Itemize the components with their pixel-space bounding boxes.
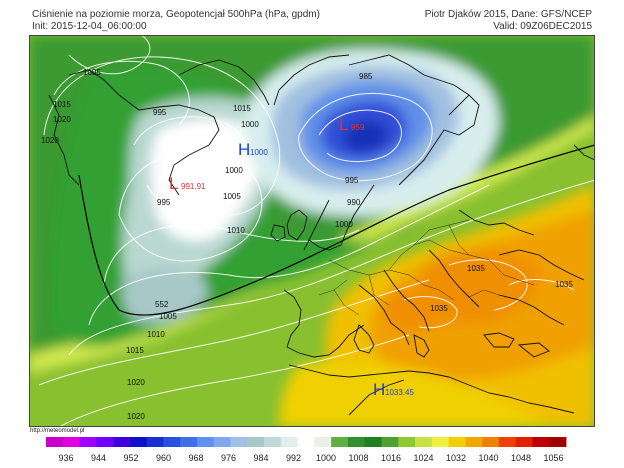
geopotential-552-line: [78, 144, 595, 316]
pressure-center-value: 991.91: [181, 182, 206, 191]
legend-swatch: [549, 437, 567, 447]
legend-tick-label: 960: [156, 453, 171, 463]
init-time: Init: 2015-12-04_06:00:00: [32, 21, 147, 32]
legend-tick-label: 1024: [413, 453, 433, 463]
isobar-label: 1015: [233, 104, 251, 113]
legend-swatch: [264, 437, 282, 447]
legend-tick-label: 1000: [316, 453, 336, 463]
source-url: http://meteomodel.pl: [30, 428, 85, 434]
legend-swatch: [381, 437, 399, 447]
legend-swatch: [482, 437, 500, 447]
isobar-label: 995: [157, 198, 171, 207]
legend-swatch: [62, 437, 80, 447]
legend-swatch: [113, 437, 131, 447]
isobar-label: 1010: [147, 330, 165, 339]
isobar-label: 1000: [225, 166, 243, 175]
isobar-label: 1035: [555, 280, 573, 289]
isobar-label: 1035: [467, 264, 485, 273]
legend-swatch: [431, 437, 449, 447]
legend-tick-label: 1008: [348, 453, 368, 463]
legend-tick-label: 944: [91, 453, 106, 463]
valid-time: Valid: 09Z06DEC2015: [493, 21, 592, 32]
isobar-label: 990: [347, 198, 361, 207]
legend-swatch: [280, 437, 299, 447]
isobars: [38, 35, 595, 427]
high-pressure-center: H 1000: [238, 140, 268, 159]
legend-tick-label: 952: [123, 453, 138, 463]
pressure-map: 1005 1015 1020 1020 995 1015 1000 1000 995 1005 10…: [29, 35, 595, 427]
isobar-label: 995: [345, 176, 359, 185]
legend-swatch: [532, 437, 550, 447]
legend-swatch: [180, 437, 198, 447]
isobar-label: 1010: [227, 226, 245, 235]
isobar-label: 1000: [335, 220, 353, 229]
pressure-center-letter: L: [339, 115, 348, 134]
low-pressure-center: L 959: [339, 115, 365, 134]
legend-swatch: [415, 437, 433, 447]
map-title: Ciśnienie na poziomie morza, Geopotencja…: [32, 9, 320, 20]
isobar-label: 552: [155, 300, 169, 309]
isobar-label: 1015: [126, 346, 144, 355]
legend-swatch: [196, 437, 215, 447]
legend-tick-label: 968: [188, 453, 203, 463]
legend-swatch: [96, 437, 114, 447]
legend-swatch: [498, 437, 517, 447]
legend-swatch: [331, 437, 349, 447]
pressure-center-letter: L: [169, 174, 178, 193]
isobar-label: 995: [153, 108, 167, 117]
low-pressure-center: L 991.91: [169, 174, 206, 193]
legend-swatch: [230, 437, 248, 447]
isobar-label-layer: 1005 1015 1020 1020 995 1015 1000 1000 995 1005 10…: [41, 68, 573, 421]
legend-tick-label: 976: [221, 453, 236, 463]
author-credit: Piotr Djaków 2015, Dane: GFS/NCEP: [424, 9, 592, 20]
isobar-label: 1020: [41, 136, 59, 145]
isobar-label: 1005: [83, 68, 101, 77]
pressure-center-value: 1033.45: [385, 388, 414, 397]
legend-swatch: [515, 437, 533, 447]
isobar-label: 1020: [127, 378, 145, 387]
legend-tick-label: 992: [286, 453, 301, 463]
isobar-label: 1035: [430, 304, 448, 313]
pressure-center-value: 1000: [250, 148, 268, 157]
legend-swatch: [314, 437, 332, 447]
legend-tick-label: 1040: [478, 453, 498, 463]
legend-tick-label: 1048: [511, 453, 531, 463]
legend-swatch: [347, 437, 366, 447]
legend-swatch: [46, 437, 64, 447]
legend-swatch: [465, 437, 483, 447]
legend-swatch: [364, 437, 382, 447]
coastlines: [48, 54, 595, 416]
legend-tick-label: 1016: [381, 453, 401, 463]
pressure-center-letter: H: [373, 380, 385, 399]
legend-swatch: [163, 437, 181, 447]
pressure-field: [29, 35, 595, 427]
legend-swatch: [398, 437, 416, 447]
legend-tick-label: 984: [253, 453, 268, 463]
isobar-label: 1005: [223, 192, 241, 201]
isobar-label: 1000: [241, 120, 259, 129]
legend-swatch: [146, 437, 164, 447]
legend-tick-label: 1056: [543, 453, 563, 463]
legend-tick-label: 936: [58, 453, 73, 463]
isobar-label: 985: [359, 72, 373, 81]
pressure-center-letter: H: [238, 140, 250, 159]
legend-swatch: [213, 437, 231, 447]
legend-swatch: [297, 437, 315, 447]
legend-swatch: [129, 437, 148, 447]
legend-swatch: [448, 437, 466, 447]
legend-swatch: [247, 437, 265, 447]
color-scale-legend: 936 944 952 960 968 976 984 992 1000 1008 1016 1024…: [46, 437, 567, 463]
isobar-label: 1005: [159, 312, 177, 321]
legend-swatch: [79, 437, 97, 447]
legend-tick-label: 1032: [446, 453, 466, 463]
isobar-label: 1020: [53, 115, 71, 124]
map-frame: [29, 35, 595, 427]
pressure-center-value: 959: [351, 123, 365, 132]
isobar-label: 1020: [127, 412, 145, 421]
high-pressure-center: H 1033.45: [373, 380, 414, 399]
borders: [318, 219, 535, 316]
isobar-label: 1015: [53, 100, 71, 109]
